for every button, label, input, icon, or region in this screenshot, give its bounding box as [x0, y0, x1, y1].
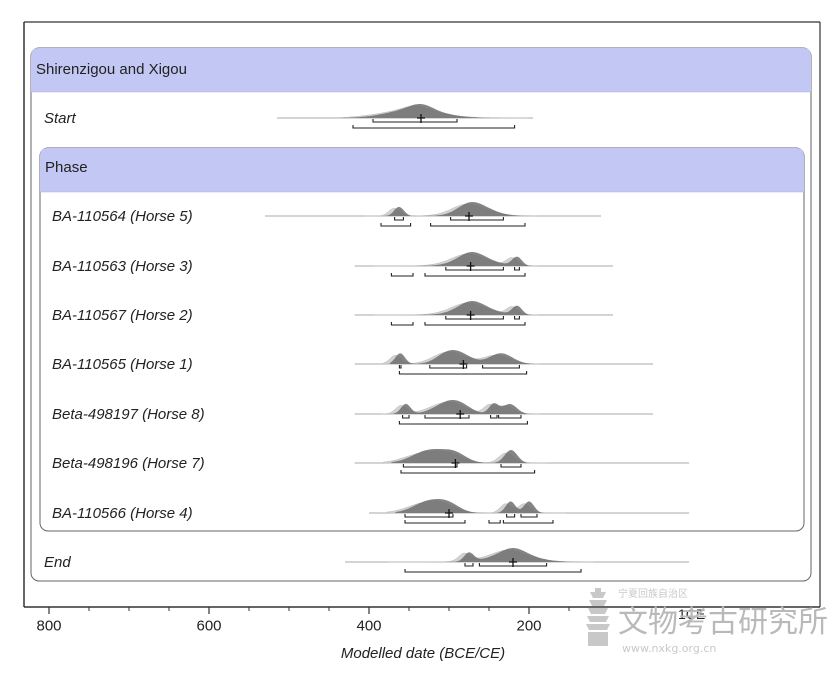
- row-label-beta-498197: Beta-498197 (Horse 8): [52, 406, 205, 423]
- range-68-bracket: [429, 365, 468, 369]
- modelled-distribution: [389, 400, 536, 414]
- range-68-bracket: [498, 415, 522, 419]
- watermark-url: www.nxkg.org.cn: [622, 642, 716, 655]
- median-cross: [459, 360, 468, 369]
- modelled-distribution: [343, 104, 523, 118]
- median-cross: [456, 410, 465, 419]
- distribution-row: [354, 301, 613, 326]
- range-95-bracket: [502, 520, 554, 524]
- range-68-bracket: [424, 415, 470, 419]
- pagoda-logo-icon: [586, 588, 610, 646]
- watermark-title: 文物考古研究所: [618, 605, 828, 640]
- modelled-distribution: [391, 449, 543, 463]
- range-68-bracket: [520, 514, 538, 518]
- modelled-distribution: [371, 202, 533, 216]
- range-95-bracket: [430, 223, 526, 227]
- plot-frame: [23, 21, 821, 607]
- range-68-bracket: [500, 464, 522, 468]
- range-95-bracket: [488, 520, 501, 524]
- modelled-distribution: [381, 252, 533, 266]
- range-68-bracket: [445, 267, 504, 271]
- outer-group-title: Shirenzigou and Xigou: [36, 61, 187, 78]
- range-95-bracket: [400, 470, 536, 474]
- median-cross: [445, 509, 453, 518]
- modelled-distribution: [395, 548, 589, 562]
- x-tick-label: 200: [516, 617, 541, 634]
- distribution-row: [345, 548, 689, 573]
- range-95-bracket: [398, 371, 528, 375]
- distribution-row: [354, 252, 613, 277]
- range-95-bracket: [380, 223, 412, 227]
- median-cross: [465, 212, 473, 221]
- distribution-row: [354, 350, 653, 375]
- inner-group: Phase: [39, 147, 805, 532]
- distribution-row: [265, 202, 601, 227]
- row-label-end: End: [44, 554, 71, 571]
- inner-group-title: Phase: [45, 159, 88, 176]
- modelled-distribution: [395, 499, 561, 513]
- row-label-ba-110564: BA-110564 (Horse 5): [52, 208, 193, 225]
- watermark-small-text: 宁夏回族自治区: [618, 587, 688, 600]
- row-label-ba-110565: BA-110565 (Horse 1): [52, 356, 193, 373]
- range-95-bracket: [424, 322, 526, 326]
- range-68-bracket: [464, 563, 474, 567]
- range-95-bracket: [404, 520, 466, 524]
- range-95-bracket: [404, 569, 582, 573]
- range-68-bracket: [506, 514, 516, 518]
- row-label-ba-110566: BA-110566 (Horse 4): [52, 505, 193, 522]
- x-tick-label: 800: [36, 617, 61, 634]
- range-95-bracket: [398, 421, 528, 425]
- row-label-start: Start: [44, 110, 77, 127]
- x-axis-label: Modelled date (BCE/CE): [341, 645, 505, 662]
- x-axis: 800 600 400 200 Modelled date (BCE/CE): [24, 606, 820, 662]
- median-cross: [417, 114, 425, 123]
- range-68-bracket: [514, 267, 520, 271]
- distribution-rows: [265, 104, 689, 573]
- distribution-row: [354, 449, 689, 474]
- range-68-bracket: [394, 217, 404, 221]
- modelled-distribution: [389, 350, 535, 364]
- range-68-bracket: [445, 316, 504, 320]
- median-cross: [466, 311, 475, 320]
- x-tick-label: 600: [196, 617, 221, 634]
- range-95-bracket: [390, 273, 414, 277]
- range-95-bracket: [352, 125, 516, 129]
- row-label-ba-110563: BA-110563 (Horse 3): [52, 258, 193, 275]
- range-68-bracket: [404, 514, 454, 518]
- row-label-beta-498196: Beta-498196 (Horse 7): [52, 455, 205, 472]
- distribution-row: [354, 400, 653, 425]
- median-cross: [509, 558, 517, 567]
- row-label-ba-110567: BA-110567 (Horse 2): [52, 307, 193, 324]
- range-95-bracket: [424, 273, 526, 277]
- distribution-row: [369, 499, 689, 524]
- median-cross: [451, 459, 460, 468]
- range-68-bracket: [402, 464, 458, 468]
- x-tick-label: 400: [356, 617, 381, 634]
- distribution-row: [277, 104, 533, 129]
- unmodelled-distribution: [387, 549, 594, 563]
- range-68-bracket: [450, 217, 504, 221]
- range-68-bracket: [372, 119, 458, 123]
- range-68-bracket: [398, 365, 402, 369]
- range-68-bracket: [402, 415, 410, 419]
- watermark-overlap-text: 1CE: [678, 606, 705, 622]
- modelled-distribution: [381, 301, 533, 315]
- range-68-bracket: [514, 316, 520, 320]
- range-68-bracket: [490, 415, 498, 419]
- watermark: 宁夏回族自治区 1CE 文物考古研究所 www.nxkg.org.cn: [586, 587, 828, 655]
- range-68-bracket: [482, 365, 520, 369]
- median-cross: [466, 262, 475, 271]
- range-95-bracket: [390, 322, 414, 326]
